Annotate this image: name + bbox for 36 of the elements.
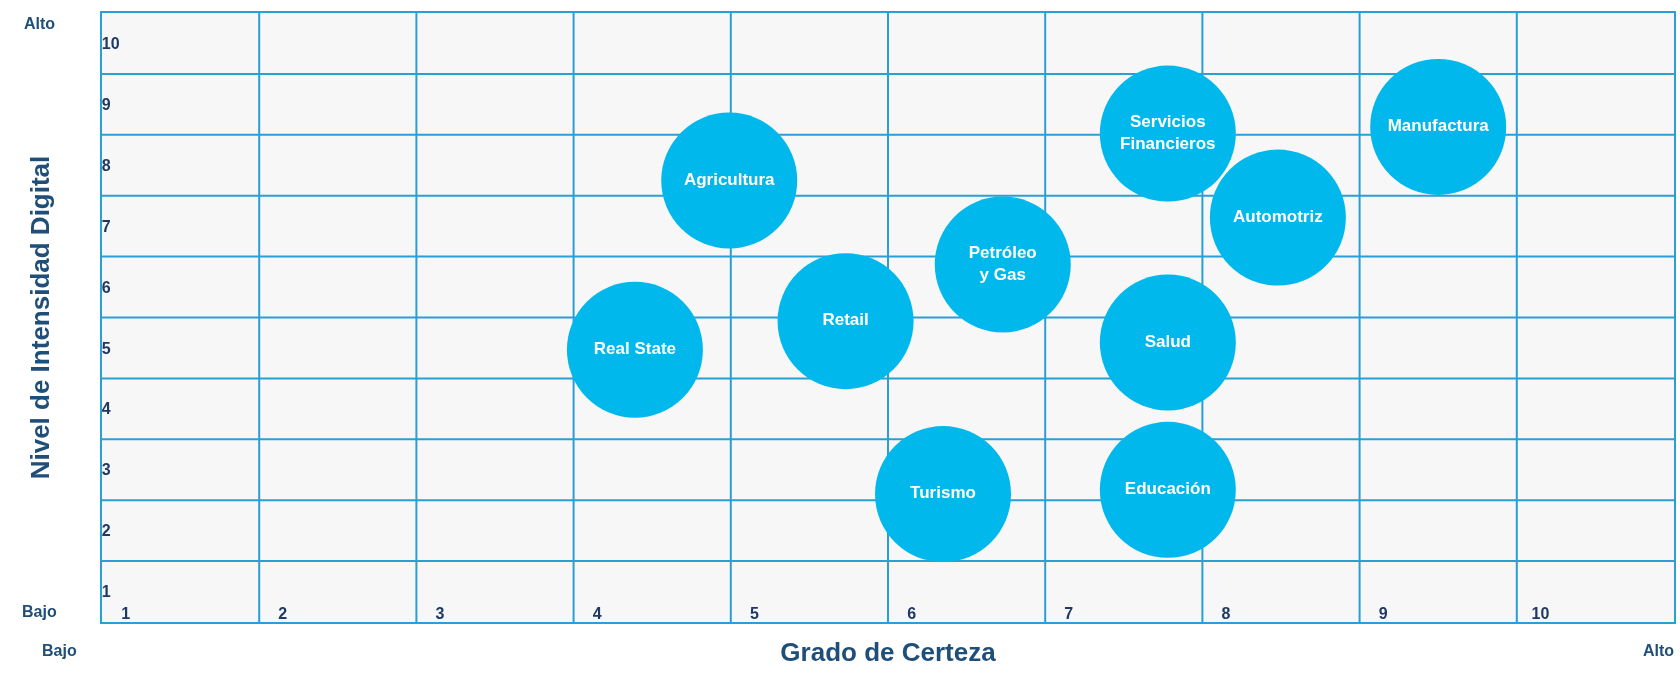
text: Bajo <box>42 642 77 659</box>
series-label: Automotriz <box>1233 206 1323 226</box>
series-label: Manufactura <box>1387 116 1490 136</box>
y-tick-label: 5 <box>101 339 111 357</box>
series-label: Salud <box>1144 331 1191 351</box>
x-axis-title: Grado de Certeza <box>780 637 997 668</box>
y-tick-label: 7 <box>101 217 111 235</box>
x-tick-label: 3 <box>435 605 445 622</box>
x-tick-label: 2 <box>278 605 288 622</box>
y-tick-label: 2 <box>101 522 111 540</box>
x-tick-label: 8 <box>1221 605 1231 622</box>
series-label: Agricultura <box>683 169 776 189</box>
y-tick-label: 9 <box>101 95 111 113</box>
x-tick-label: 1 <box>121 605 131 622</box>
series-label: Petróleo y Gas <box>968 242 1037 284</box>
y-axis-title: Nivel de Intensidad Digital <box>24 155 55 480</box>
x-tick-label: 6 <box>907 605 917 622</box>
text: Bajo <box>22 603 57 620</box>
text: Alto <box>1643 642 1675 659</box>
series-label: Educación <box>1124 479 1211 499</box>
x-tick-label: 9 <box>1378 605 1388 622</box>
x-tick-label: 7 <box>1064 605 1074 622</box>
y-tick-label: 10 <box>101 35 120 53</box>
x-tick-label: 4 <box>592 605 602 622</box>
series-label: Turismo <box>910 483 976 503</box>
y-tick-label: 3 <box>101 461 111 479</box>
x-tick-label: 5 <box>749 605 759 622</box>
y-tick-label: 6 <box>101 278 111 296</box>
y-tick-label: 1 <box>101 583 111 601</box>
series-label: Servicios Financieros <box>1120 111 1216 153</box>
text: Alto <box>24 15 56 32</box>
y-tick-label: 8 <box>101 156 111 174</box>
series-label: Real State <box>593 339 677 359</box>
x-tick-label: 10 <box>1531 605 1550 622</box>
series-label: Retail <box>822 310 869 330</box>
y-tick-label: 4 <box>101 400 111 418</box>
